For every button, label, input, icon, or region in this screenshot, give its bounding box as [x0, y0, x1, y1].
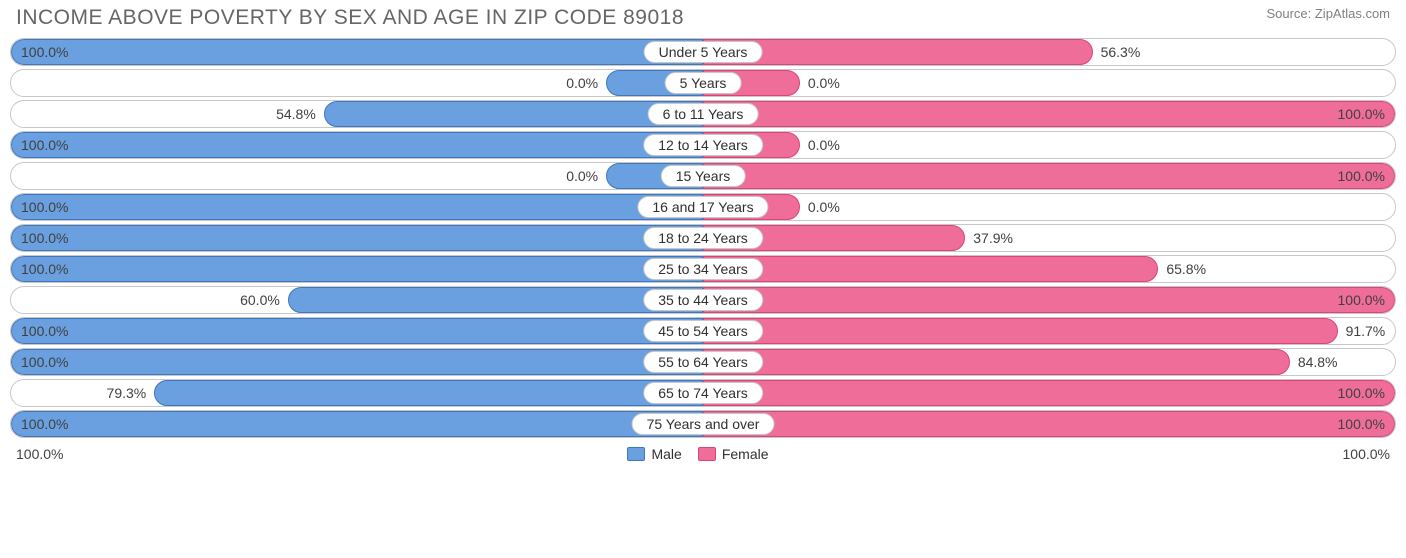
- chart-row: 0.0% 0.0% 5 Years: [10, 69, 1396, 97]
- category-pill: 5 Years: [665, 72, 742, 94]
- chart-row: 100.0% 0.0% 12 to 14 Years: [10, 131, 1396, 159]
- male-bar: [324, 101, 703, 127]
- male-value-label: 0.0%: [566, 168, 598, 184]
- chart-title: INCOME ABOVE POVERTY BY SEX AND AGE IN Z…: [16, 6, 684, 30]
- male-value-label: 100.0%: [21, 416, 68, 432]
- category-pill: 75 Years and over: [632, 413, 775, 435]
- chart-row: 100.0% 91.7% 45 to 54 Years: [10, 317, 1396, 345]
- male-bar: [11, 132, 703, 158]
- category-pill: 25 to 34 Years: [643, 258, 763, 280]
- chart-legend: Male Female: [627, 446, 778, 462]
- chart-row: 100.0% 65.8% 25 to 34 Years: [10, 255, 1396, 283]
- chart-row: 100.0% 84.8% 55 to 64 Years: [10, 348, 1396, 376]
- male-swatch-icon: [627, 447, 645, 461]
- female-value-label: 65.8%: [1166, 261, 1206, 277]
- female-value-label: 56.3%: [1101, 44, 1141, 60]
- chart-row: 79.3% 100.0% 65 to 74 Years: [10, 379, 1396, 407]
- male-bar: [11, 39, 703, 65]
- female-bar: [703, 163, 1395, 189]
- category-pill: Under 5 Years: [644, 41, 763, 63]
- male-bar: [288, 287, 703, 313]
- chart-row: 0.0% 100.0% 15 Years: [10, 162, 1396, 190]
- female-value-label: 0.0%: [808, 137, 840, 153]
- female-value-label: 100.0%: [1338, 292, 1385, 308]
- axis-left-label: 100.0%: [16, 446, 63, 462]
- category-pill: 65 to 74 Years: [643, 382, 763, 404]
- chart-header: INCOME ABOVE POVERTY BY SEX AND AGE IN Z…: [10, 6, 1396, 30]
- female-bar: [703, 287, 1395, 313]
- female-bar: [703, 101, 1395, 127]
- male-value-label: 79.3%: [107, 385, 147, 401]
- axis-right-label: 100.0%: [1343, 446, 1390, 462]
- female-value-label: 91.7%: [1346, 323, 1386, 339]
- category-pill: 15 Years: [661, 165, 746, 187]
- female-bar: [703, 349, 1290, 375]
- category-pill: 18 to 24 Years: [643, 227, 763, 249]
- male-bar: [11, 411, 703, 437]
- category-pill: 45 to 54 Years: [643, 320, 763, 342]
- female-bar: [703, 256, 1158, 282]
- male-value-label: 100.0%: [21, 230, 68, 246]
- female-value-label: 100.0%: [1338, 168, 1385, 184]
- female-value-label: 37.9%: [973, 230, 1013, 246]
- chart-row: 100.0% 56.3% Under 5 Years: [10, 38, 1396, 66]
- male-bar: [11, 256, 703, 282]
- female-swatch-icon: [698, 447, 716, 461]
- male-value-label: 0.0%: [566, 75, 598, 91]
- chart-row: 100.0% 0.0% 16 and 17 Years: [10, 193, 1396, 221]
- male-bar: [154, 380, 703, 406]
- male-bar: [11, 194, 703, 220]
- chart-row: 100.0% 37.9% 18 to 24 Years: [10, 224, 1396, 252]
- male-value-label: 100.0%: [21, 323, 68, 339]
- male-value-label: 100.0%: [21, 261, 68, 277]
- female-value-label: 0.0%: [808, 75, 840, 91]
- female-bar: [703, 380, 1395, 406]
- female-value-label: 0.0%: [808, 199, 840, 215]
- female-value-label: 84.8%: [1298, 354, 1338, 370]
- chart-source: Source: ZipAtlas.com: [1266, 6, 1390, 21]
- male-bar: [11, 225, 703, 251]
- male-value-label: 100.0%: [21, 354, 68, 370]
- female-bar: [703, 318, 1338, 344]
- male-value-label: 54.8%: [276, 106, 316, 122]
- male-value-label: 100.0%: [21, 199, 68, 215]
- chart-row: 100.0% 100.0% 75 Years and over: [10, 410, 1396, 438]
- legend-female-label: Female: [722, 446, 769, 462]
- category-pill: 6 to 11 Years: [648, 103, 759, 125]
- category-pill: 35 to 44 Years: [643, 289, 763, 311]
- category-pill: 16 and 17 Years: [637, 196, 768, 218]
- female-value-label: 100.0%: [1338, 416, 1385, 432]
- female-value-label: 100.0%: [1338, 106, 1385, 122]
- chart-row: 60.0% 100.0% 35 to 44 Years: [10, 286, 1396, 314]
- male-value-label: 100.0%: [21, 44, 68, 60]
- female-bar: [703, 411, 1395, 437]
- chart-rows: 100.0% 56.3% Under 5 Years 0.0% 0.0% 5 Years 5…: [10, 38, 1396, 438]
- category-pill: 55 to 64 Years: [643, 351, 763, 373]
- male-value-label: 60.0%: [240, 292, 280, 308]
- female-value-label: 100.0%: [1338, 385, 1385, 401]
- male-bar: [11, 349, 703, 375]
- chart-footer: 100.0% Male Female 100.0%: [10, 442, 1396, 466]
- chart-row: 54.8% 100.0% 6 to 11 Years: [10, 100, 1396, 128]
- male-value-label: 100.0%: [21, 137, 68, 153]
- legend-male-label: Male: [651, 446, 681, 462]
- chart-container: INCOME ABOVE POVERTY BY SEX AND AGE IN Z…: [0, 0, 1406, 470]
- category-pill: 12 to 14 Years: [643, 134, 763, 156]
- male-bar: [11, 318, 703, 344]
